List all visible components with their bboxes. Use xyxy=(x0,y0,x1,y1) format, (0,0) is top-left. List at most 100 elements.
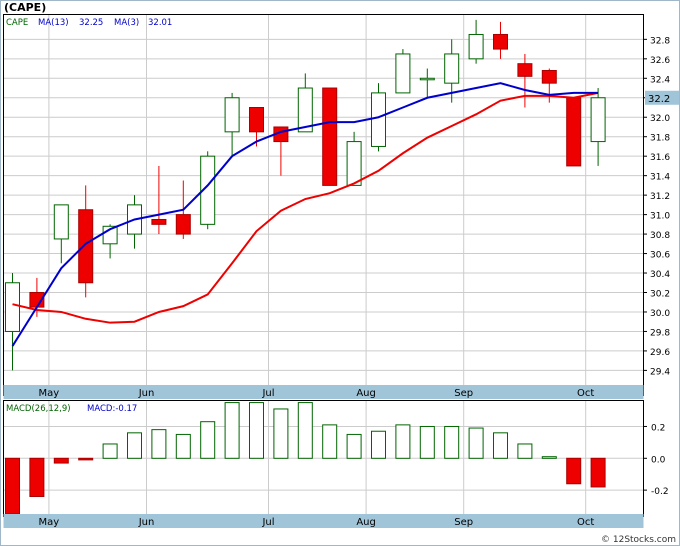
macd-x-axis-label: Aug xyxy=(356,517,376,528)
macd-bar xyxy=(566,457,582,485)
moving-average-lines xyxy=(11,82,599,347)
candle-body xyxy=(517,63,533,77)
price-tick-label: 29.6 xyxy=(650,348,670,358)
candle-body xyxy=(590,97,606,143)
ma13-line xyxy=(11,82,599,347)
macd-bar xyxy=(590,457,606,488)
macd-label: MACD(26,12,9) xyxy=(6,404,71,414)
legend-ma13: MA(13) xyxy=(38,18,69,28)
candle-body xyxy=(175,214,191,235)
macd-x-axis-label: Sep xyxy=(454,517,473,528)
macd-x-axis-label: Jun xyxy=(138,517,155,528)
candle-body xyxy=(5,282,20,332)
price-tick-label: 29.4 xyxy=(650,367,670,377)
price-tick-label: 30.0 xyxy=(650,309,670,319)
x-axis-label: Jul xyxy=(261,388,274,399)
candle-body xyxy=(371,92,386,147)
legend-ma3-value: 32.01 xyxy=(148,18,172,28)
candle-body xyxy=(78,209,94,284)
price-tick-label: 32.8 xyxy=(650,36,670,46)
macd-histogram xyxy=(5,402,606,515)
candle-body xyxy=(322,87,338,186)
price-tick-label: 31.2 xyxy=(650,192,670,202)
macd-value: MACD:-0.17 xyxy=(87,404,137,414)
macd-x-axis: May Jun Jul Aug Sep Oct xyxy=(39,517,595,528)
ma3-line xyxy=(12,91,599,324)
macd-bar xyxy=(224,402,240,459)
macd-bar xyxy=(5,457,20,515)
price-tick-label: 32.6 xyxy=(650,56,670,66)
candle-body xyxy=(346,141,362,186)
macd-bar xyxy=(371,430,386,459)
macd-bar xyxy=(273,408,289,459)
last-price-label: 32.2 xyxy=(648,94,670,105)
macd-x-axis-label: May xyxy=(39,517,60,528)
price-y-axis: 32.8 32.6 32.4 32.2 32.0 31.8 31.6 31.4 31.2 31.0… xyxy=(643,36,679,377)
macd-bar xyxy=(297,402,313,459)
macd-bar xyxy=(419,425,435,459)
macd-tick-label: 0.2 xyxy=(651,423,665,433)
candle-body xyxy=(493,33,508,50)
candle-body xyxy=(444,53,460,84)
legend-ma3: MA(3) xyxy=(114,18,139,28)
macd-bar xyxy=(127,432,142,459)
macd-bar xyxy=(322,424,338,459)
x-axis-label: Oct xyxy=(577,388,594,399)
candlestick-series xyxy=(5,19,606,371)
candle-body xyxy=(419,77,435,81)
price-tick-label: 30.8 xyxy=(650,231,670,241)
last-price-box xyxy=(645,90,679,105)
watermark: © 12Stocks.com xyxy=(601,535,676,545)
price-tick-label: 31.0 xyxy=(650,212,670,222)
macd-x-axis-band xyxy=(3,514,644,528)
macd-bar xyxy=(444,425,460,459)
macd-bar xyxy=(517,443,533,459)
price-tick-label: 30.4 xyxy=(650,270,670,280)
macd-bar xyxy=(468,427,484,459)
macd-bar xyxy=(493,432,508,459)
macd-x-axis-label: Oct xyxy=(577,517,594,528)
candle-body xyxy=(200,155,216,225)
macd-bar xyxy=(78,457,94,461)
macd-tick-label: 0.0 xyxy=(651,455,666,465)
macd-bar xyxy=(346,433,362,459)
candle-body xyxy=(395,53,411,94)
candle-body xyxy=(541,70,557,84)
chart-title: (CAPE) xyxy=(4,1,46,14)
price-tick-label: 32.4 xyxy=(650,75,670,85)
price-tick-label: 31.6 xyxy=(650,153,670,163)
candle-body xyxy=(224,97,240,133)
macd-bar xyxy=(200,421,216,459)
candle-body xyxy=(566,97,582,167)
price-tick-label: 30.6 xyxy=(650,251,670,261)
candle-body xyxy=(249,107,264,133)
macd-bar xyxy=(395,424,411,459)
price-tick-label: 31.8 xyxy=(650,134,670,144)
candle-body xyxy=(297,87,313,133)
price-x-axis: May Jun Jul Aug Sep Oct xyxy=(39,388,595,399)
macd-bar xyxy=(53,457,69,464)
candle-body xyxy=(151,218,167,225)
price-tick-label: 32.0 xyxy=(650,114,670,124)
price-tick-label: 29.8 xyxy=(650,328,670,338)
x-axis-label: Sep xyxy=(454,388,473,399)
candle-body xyxy=(53,204,69,240)
price-tick-label: 30.2 xyxy=(650,290,670,300)
macd-x-axis-label: Jul xyxy=(261,517,274,528)
macd-bar xyxy=(151,429,167,459)
price-tick-label: 31.4 xyxy=(650,173,670,183)
x-axis-label: Jun xyxy=(138,388,155,399)
x-axis-label: Aug xyxy=(356,388,376,399)
macd-bar xyxy=(249,402,264,459)
legend-cape: CAPE xyxy=(6,18,28,28)
macd-bar xyxy=(175,433,191,459)
macd-bar xyxy=(102,443,118,459)
macd-bar xyxy=(29,457,45,497)
macd-y-axis: 0.2 0.0 -0.2 xyxy=(643,423,669,497)
x-axis-label: May xyxy=(39,388,60,399)
x-axis-band xyxy=(3,385,644,399)
macd-bar xyxy=(541,456,557,459)
macd-tick-label: -0.2 xyxy=(651,487,669,497)
candle-body xyxy=(468,33,484,60)
